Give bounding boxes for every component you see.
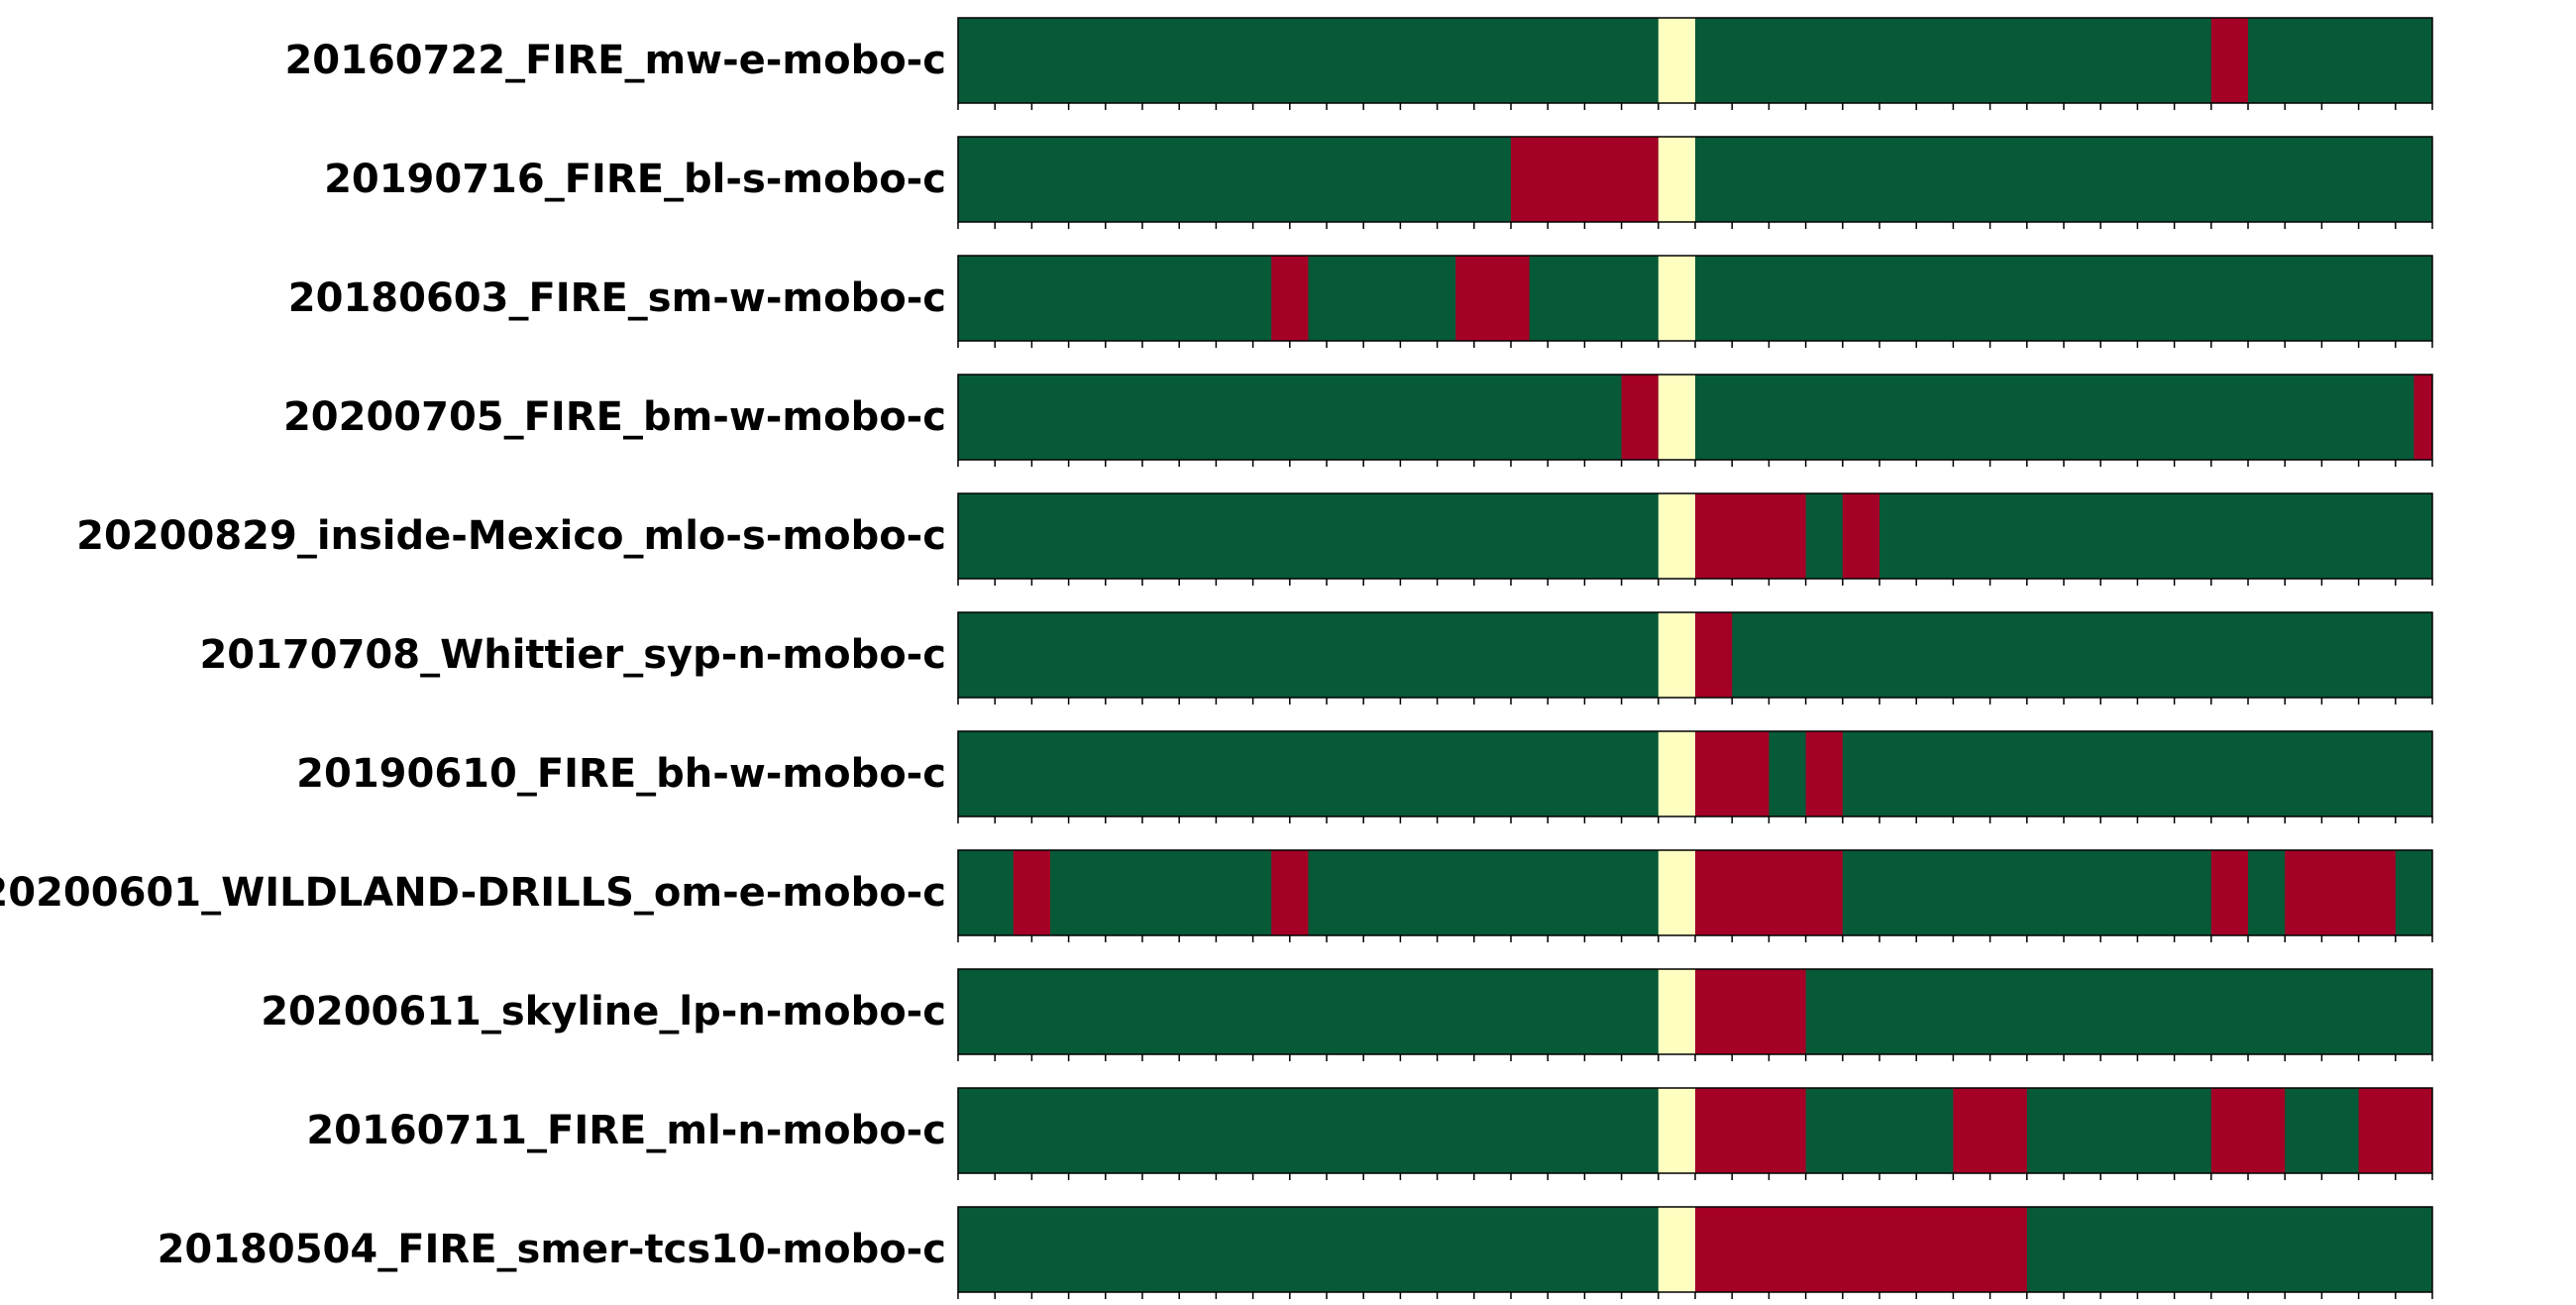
alert-segment (1271, 256, 1309, 341)
row-label: 20170708_Whittier_syp-n-mobo-c (199, 632, 946, 678)
row-label: 20180504_FIRE_smer-tcs10-mobo-c (158, 1227, 946, 1272)
event-column (1658, 969, 1695, 1054)
alert-segment (1695, 1088, 1806, 1173)
alert-segment (1455, 256, 1530, 341)
row-label: 20190716_FIRE_bl-s-mobo-c (324, 157, 946, 202)
alert-segment (2210, 850, 2248, 935)
row-label: 20160711_FIRE_ml-n-mobo-c (306, 1108, 946, 1153)
alert-segment (1695, 850, 1843, 935)
event-column (1658, 1207, 1695, 1292)
alert-segment (2210, 1088, 2286, 1173)
alert-segment (1695, 731, 1770, 816)
event-column (1658, 375, 1695, 460)
event-column (1658, 731, 1695, 816)
alert-segment (1695, 969, 1806, 1054)
event-column (1658, 137, 1695, 222)
alert-segment (2414, 375, 2432, 460)
alert-segment (1621, 375, 1659, 460)
event-column (1658, 256, 1695, 341)
alert-segment (1842, 493, 1879, 579)
alert-segment (1695, 612, 1733, 698)
event-column (1658, 18, 1695, 103)
alert-segment (1271, 850, 1309, 935)
alert-segment (1953, 1088, 2027, 1173)
event-column (1658, 850, 1695, 935)
alert-segment (2358, 1088, 2432, 1173)
row-label: 20200611_skyline_lp-n-mobo-c (261, 989, 946, 1034)
event-column (1658, 1088, 1695, 1173)
row-label: 20200829_inside-Mexico_mlo-s-mobo-c (76, 513, 946, 559)
alert-segment (1013, 850, 1050, 935)
alert-segment (1695, 1207, 2027, 1292)
alert-segment (2210, 18, 2248, 103)
row-label: 20190610_FIRE_bh-w-mobo-c (296, 751, 946, 797)
alert-segment (1695, 493, 1806, 579)
row-label: 20200705_FIRE_bm-w-mobo-c (283, 394, 946, 440)
row-label: 20180603_FIRE_sm-w-mobo-c (288, 275, 946, 321)
row-label: 20200601_WILDLAND-DRILLS_om-e-mobo-c (0, 870, 946, 916)
event-column (1658, 612, 1695, 698)
event-column (1658, 493, 1695, 579)
row-label: 20160722_FIRE_mw-e-mobo-c (284, 38, 946, 83)
alert-segment (1805, 731, 1843, 816)
alert-segment (1511, 137, 1659, 222)
alert-segment (2285, 850, 2396, 935)
